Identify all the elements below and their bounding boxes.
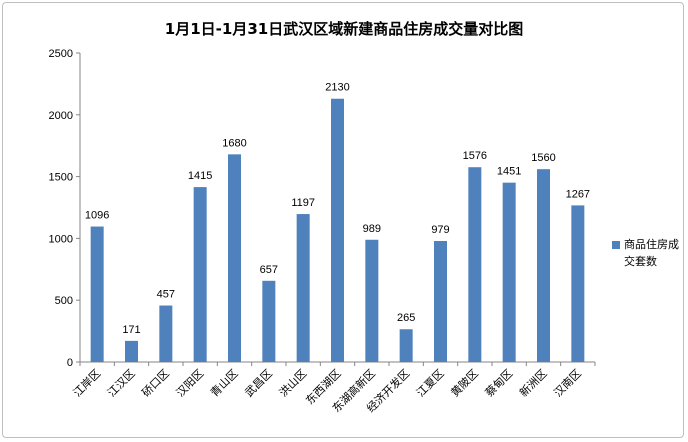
data-label: 457 xyxy=(157,289,175,301)
data-label: 657 xyxy=(260,264,278,276)
data-label: 1576 xyxy=(463,150,487,162)
chart-title: 1月1日-1月31日武汉区域新建商品住房成交量对比图 xyxy=(164,20,524,38)
y-tick-label: 2000 xyxy=(49,110,73,122)
data-label: 2130 xyxy=(325,82,349,94)
category-label: 洪山区 xyxy=(276,366,309,399)
bar xyxy=(262,280,276,362)
y-tick-label: 2500 xyxy=(49,48,73,60)
data-label: 1415 xyxy=(188,170,212,182)
bar xyxy=(331,98,344,363)
bar xyxy=(537,169,550,362)
data-label: 979 xyxy=(431,224,449,236)
bar xyxy=(159,305,173,362)
y-tick-label: 500 xyxy=(55,295,73,307)
data-label: 265 xyxy=(397,312,415,324)
bar xyxy=(90,226,104,362)
category-label: 汉南区 xyxy=(551,367,584,400)
bar xyxy=(296,214,310,362)
y-tick-label: 1500 xyxy=(49,172,73,184)
category-label: 蔡甸区 xyxy=(483,367,516,400)
category-label: 江岸区 xyxy=(71,367,104,400)
bar xyxy=(434,240,447,362)
bar xyxy=(193,187,207,362)
bar xyxy=(468,167,482,362)
data-label: 989 xyxy=(363,223,381,235)
data-label: 1267 xyxy=(566,188,590,200)
bar xyxy=(365,239,379,362)
y-tick-label: 0 xyxy=(67,357,73,369)
category-label: 硚口区 xyxy=(139,367,172,400)
legend-label: 商品住房成交套数 xyxy=(624,238,679,268)
category-label: 黄陂区 xyxy=(448,366,481,399)
data-label: 1560 xyxy=(531,152,555,164)
category-label: 江夏区 xyxy=(414,367,447,400)
legend-swatch xyxy=(612,241,620,249)
data-label: 171 xyxy=(122,324,140,336)
data-label: 1197 xyxy=(291,197,315,209)
bar xyxy=(502,182,516,362)
bar xyxy=(125,340,138,362)
category-label: 青山区 xyxy=(208,367,241,400)
category-label: 江汉区 xyxy=(105,367,138,400)
category-label: 汉阳区 xyxy=(174,367,207,400)
category-label: 新洲区 xyxy=(516,366,549,399)
data-label: 1451 xyxy=(497,166,521,178)
category-label: 武昌区 xyxy=(242,367,275,400)
bar xyxy=(571,205,585,362)
data-label: 1680 xyxy=(222,137,246,149)
bar xyxy=(228,154,241,362)
bar xyxy=(399,329,413,362)
y-tick-label: 1000 xyxy=(49,233,73,245)
data-label: 1096 xyxy=(85,210,109,222)
